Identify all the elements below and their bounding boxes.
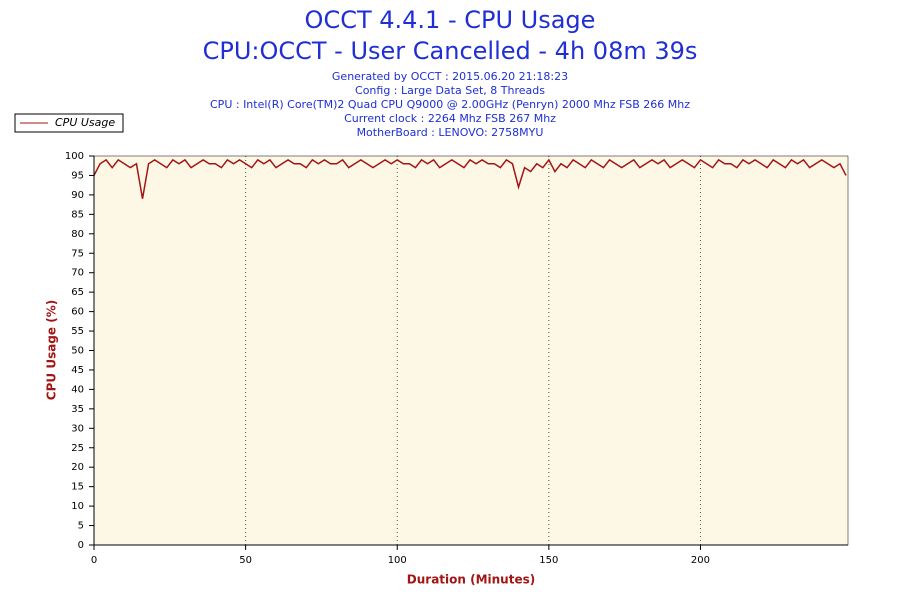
legend-box xyxy=(14,113,124,133)
y-tick-label: 50 xyxy=(71,346,84,357)
y-tick-label: 35 xyxy=(71,404,84,415)
y-tick-label: 0 xyxy=(78,540,84,551)
info-line: Generated by OCCT : 2015.06.20 21:18:23 xyxy=(332,70,568,83)
y-tick-label: 85 xyxy=(71,209,84,220)
y-tick-label: 15 xyxy=(71,482,84,493)
x-tick-label: 100 xyxy=(388,555,407,566)
info-line: CPU : Intel(R) Core(TM)2 Quad CPU Q9000 … xyxy=(210,98,690,111)
y-tick-label: 90 xyxy=(71,190,84,201)
y-tick-label: 95 xyxy=(71,170,84,181)
y-tick-label: 10 xyxy=(71,501,84,512)
y-tick-label: 25 xyxy=(71,443,84,454)
y-tick-label: 40 xyxy=(71,384,84,395)
y-tick-label: 45 xyxy=(71,365,84,376)
y-axis-label: CPU Usage (%) xyxy=(45,300,59,400)
y-tick-label: 55 xyxy=(71,326,84,337)
legend-label: CPU Usage xyxy=(55,116,115,129)
chart-title: OCCT 4.4.1 - CPU Usage xyxy=(305,6,596,34)
info-line: Current clock : 2264 Mhz FSB 267 Mhz xyxy=(344,112,556,125)
x-tick-label: 50 xyxy=(239,555,252,566)
info-line: MotherBoard : LENOVO: 2758MYU xyxy=(357,126,544,139)
plot-area xyxy=(94,156,848,545)
x-tick-label: 0 xyxy=(91,555,97,566)
y-tick-label: 5 xyxy=(78,521,84,532)
x-axis-label: Duration (Minutes) xyxy=(407,573,535,587)
x-tick-label: 150 xyxy=(539,555,558,566)
y-tick-label: 75 xyxy=(71,248,84,259)
info-line: Config : Large Data Set, 8 Threads xyxy=(355,84,545,97)
chart-subtitle: CPU:OCCT - User Cancelled - 4h 08m 39s xyxy=(203,37,698,65)
y-tick-label: 100 xyxy=(65,151,84,162)
y-tick-label: 20 xyxy=(71,462,84,473)
y-tick-label: 70 xyxy=(71,268,84,279)
data-line xyxy=(93,158,847,199)
y-tick-label: 30 xyxy=(71,423,84,434)
y-tick-label: 60 xyxy=(71,307,84,318)
plot-border xyxy=(93,155,849,546)
x-tick-label: 200 xyxy=(691,555,710,566)
y-tick-label: 65 xyxy=(71,287,84,298)
y-tick-label: 80 xyxy=(71,229,84,240)
